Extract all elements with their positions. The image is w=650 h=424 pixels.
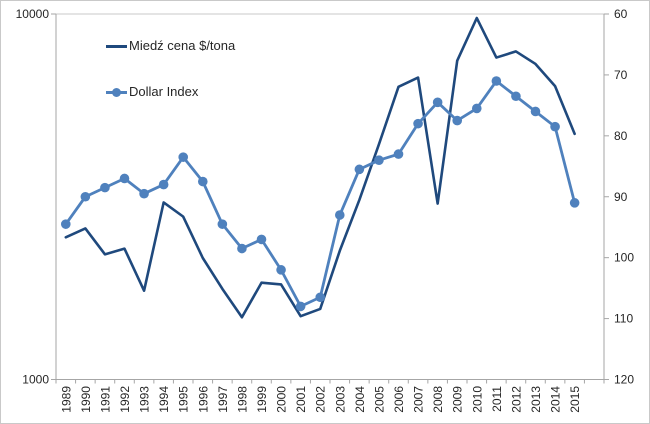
svg-text:1000: 1000 [22, 373, 49, 387]
dollar-index-marker [237, 243, 247, 254]
dollar-index-marker [315, 292, 326, 303]
x-axis-labels: 1989 1990 1991 1992 1993 1994 1995 1996 1997 1998… [55, 379, 605, 413]
dollar-index-marker [139, 188, 149, 199]
svg-text:1994: 1994 [157, 386, 171, 413]
svg-text:2012: 2012 [509, 386, 523, 413]
svg-text:1993: 1993 [138, 386, 152, 413]
svg-text:1995: 1995 [177, 386, 191, 413]
dollar-index-marker [334, 210, 345, 220]
dollar-index-marker [452, 115, 463, 126]
svg-text:2014: 2014 [549, 386, 563, 413]
svg-text:10000: 10000 [16, 7, 50, 21]
svg-text:1989: 1989 [59, 386, 73, 413]
svg-text:60: 60 [614, 7, 628, 21]
dollar-index-marker [471, 103, 482, 114]
svg-text:120: 120 [614, 373, 634, 387]
svg-text:2002: 2002 [314, 386, 328, 413]
svg-text:1996: 1996 [196, 386, 210, 413]
dollar-index-marker [100, 182, 110, 193]
dollar-index-marker [197, 176, 208, 187]
svg-text:1991: 1991 [98, 386, 112, 413]
svg-text:2004: 2004 [353, 386, 367, 413]
dollar-index-marker [256, 234, 267, 245]
dollar-index-marker [374, 155, 384, 165]
svg-text:2009: 2009 [451, 386, 465, 413]
dollar-index-marker [217, 219, 228, 229]
legend-label-dollar: Dollar Index [129, 84, 199, 99]
svg-text:80: 80 [614, 129, 628, 143]
dollar-index-marker [354, 164, 365, 175]
dollar-index-marker [60, 219, 71, 229]
dollar-index-marker [80, 191, 91, 202]
dollar-index-marker [432, 97, 443, 108]
svg-text:1997: 1997 [216, 386, 230, 413]
dollar-index-marker [178, 152, 189, 162]
dollar-index-marker [550, 121, 560, 132]
svg-text:2015: 2015 [568, 386, 582, 413]
dollar-index-marker [413, 118, 423, 129]
dollar-index-markers [60, 76, 580, 312]
dollar-index-marker [295, 301, 306, 312]
left-axis-labels: 10000 1000 [16, 7, 56, 387]
svg-text:70: 70 [614, 68, 628, 82]
svg-text:100: 100 [614, 251, 634, 265]
svg-text:2010: 2010 [470, 386, 484, 413]
right-axis-labels: 60 70 80 90 100 110 120 [604, 7, 634, 387]
dollar-index-marker [511, 91, 521, 102]
legend-item-dollar: Dollar Index [106, 85, 235, 99]
svg-text:1990: 1990 [79, 386, 93, 413]
svg-text:2006: 2006 [392, 386, 406, 413]
svg-text:2013: 2013 [529, 386, 543, 413]
svg-text:2008: 2008 [431, 386, 445, 413]
svg-text:2005: 2005 [372, 386, 386, 413]
svg-text:2007: 2007 [412, 386, 426, 413]
dollar-index-marker [158, 179, 169, 190]
dollar-index-marker [119, 173, 130, 184]
dollar-index-marker [491, 76, 502, 86]
svg-text:1998: 1998 [235, 386, 249, 413]
legend-label-copper: Miedź cena $/tona [129, 38, 236, 53]
dollar-marker-dot [112, 87, 121, 97]
chart-legend: Miedź cena $/tona Dollar Index [106, 39, 235, 99]
svg-text:2000: 2000 [275, 386, 289, 413]
dollar-index-marker [569, 198, 580, 208]
copper-line-swatch [106, 44, 127, 48]
copper-series-line [64, 16, 576, 319]
dollar-line-swatch [106, 87, 127, 97]
svg-text:90: 90 [614, 190, 628, 204]
svg-text:1992: 1992 [118, 386, 132, 413]
dollar-index-marker [530, 106, 541, 117]
svg-text:110: 110 [614, 312, 633, 326]
svg-text:2003: 2003 [333, 386, 347, 413]
svg-text:2001: 2001 [294, 386, 308, 413]
dollar-index-marker [393, 149, 404, 159]
svg-text:1999: 1999 [255, 386, 269, 413]
svg-text:2011: 2011 [490, 386, 504, 412]
dollar-index-marker [276, 265, 286, 275]
legend-item-copper: Miedź cena $/tona [106, 39, 235, 53]
